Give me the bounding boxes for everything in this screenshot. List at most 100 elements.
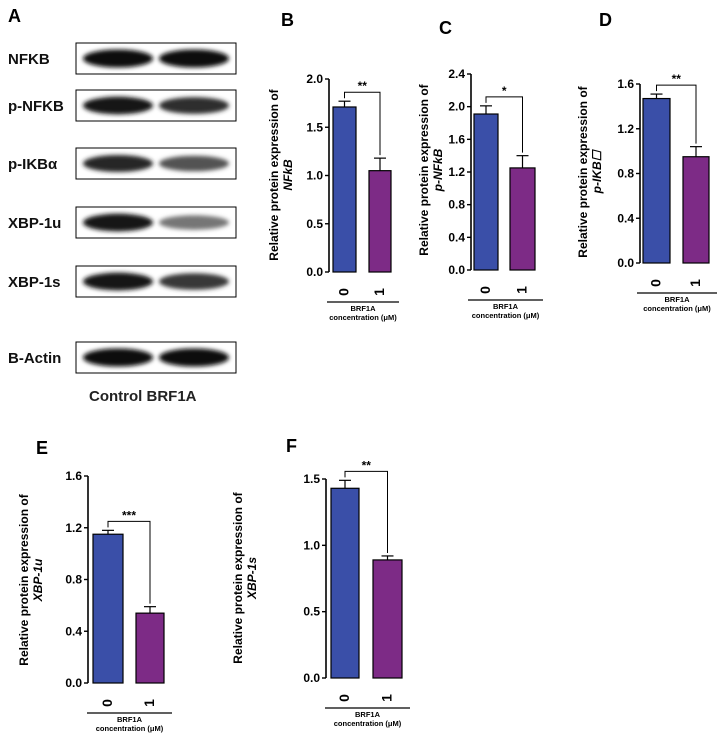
blot-label-p-nfkb: p-NFKB <box>8 98 64 115</box>
panel-f-y-tick-label: 0.0 <box>303 671 320 685</box>
panel-b-y-tick-label: 0.0 <box>306 265 323 279</box>
panel-f-y-label: Relative protein expression of <box>231 491 245 663</box>
panel-c-y-tick-label: 2.0 <box>448 100 465 114</box>
panel-b-x-label: BRF1A <box>350 304 376 313</box>
panel-c-significance-label: * <box>502 84 507 98</box>
panel-c-significance-bracket <box>485 96 523 153</box>
panel-d-bar-1 <box>682 156 710 264</box>
blot-label-nfkb: NFKB <box>8 51 50 68</box>
panel-e-y-tick-label: 1.6 <box>65 469 82 483</box>
panel-d-significance-bracket <box>656 84 697 144</box>
panel-f-significance-label: ** <box>362 458 372 472</box>
panel-d-y-tick-label: 0.8 <box>617 167 634 181</box>
blot-band-p-nfkb-lane-2 <box>159 97 229 114</box>
panel-e-x-label: concentration (μM) <box>96 724 164 733</box>
panel-letter-e: E <box>36 438 48 458</box>
panel-b-bar-1 <box>368 170 392 273</box>
panel-e-y-tick-label: 0.8 <box>65 573 82 587</box>
panel-b-category-label-1: 1 <box>371 288 387 296</box>
panel-e-bar-0 <box>92 533 124 684</box>
panel-e-significance-bracket <box>107 520 151 604</box>
blot-label-p-ikb: p-IKBα <box>8 156 58 173</box>
panel-f-y-tick-label: 1.0 <box>303 538 320 552</box>
blot-label-xbp-1s: XBP-1s <box>8 274 61 291</box>
panel-c-y-tick-label: 1.2 <box>448 165 465 179</box>
panel-letter-b: B <box>281 10 294 30</box>
panel-b-y-label: Relative protein expression of <box>267 88 281 260</box>
panel-e-category-label-0: 0 <box>99 699 115 707</box>
panel-c-category-label-0: 0 <box>477 286 493 294</box>
panel-e-category-label-1: 1 <box>141 699 157 707</box>
panel-d-category-label-0: 0 <box>648 279 664 287</box>
panel-letter-c: C <box>439 18 452 38</box>
panel-e-y-tick-label: 0.0 <box>65 676 82 690</box>
panel-e-y-label-gene: XBP-1u <box>31 558 45 602</box>
panel-f-bar-1 <box>372 559 403 679</box>
panel-b-y-label-gene: NFkB <box>281 159 295 191</box>
panel-f-x-label: concentration (μM) <box>334 719 402 728</box>
panel-b-category-label-0: 0 <box>336 288 352 296</box>
blot-sample-label: Control BRF1A <box>89 388 197 405</box>
panel-c-y-tick-label: 1.6 <box>448 132 465 146</box>
panel-c-x-label: BRF1A <box>493 302 519 311</box>
panel-c-y-tick-label: 0.8 <box>448 198 465 212</box>
blot-label-xbp-1u: XBP-1u <box>8 215 61 232</box>
bar-chart-panel-e: E 0.0 0.4 0.8 1.2 1.6 0 1 *** BRF1Aconcentration … <box>17 438 172 733</box>
panel-b-y-tick-label: 1.5 <box>306 120 323 134</box>
bar-chart-panel-c: C 0.0 0.4 0.8 1.2 1.6 2.0 2.4 0 1 * BRF1Aconcentrat… <box>417 18 543 320</box>
panel-c-bar-1 <box>509 167 536 271</box>
panel-c-category-label-1: 1 <box>514 286 530 294</box>
panel-d-significance-label: ** <box>672 72 682 86</box>
blot-band-p-nfkb-lane-1 <box>83 96 153 115</box>
blot-band-b-actin-lane-1 <box>83 348 153 367</box>
panel-b-y-tick-label: 0.5 <box>306 217 323 231</box>
blot-band-xbp-1s-lane-2 <box>159 273 229 290</box>
panel-e-significance-label: *** <box>122 508 136 522</box>
panel-f-category-label-0: 0 <box>336 694 352 702</box>
panel-c-y-label: Relative protein expression of <box>417 83 431 255</box>
panel-f-y-tick-label: 1.5 <box>303 472 320 486</box>
panel-e-bar-1 <box>135 612 165 684</box>
panel-d-bar-0 <box>642 97 671 264</box>
blot-band-nfkb-lane-2 <box>159 49 229 68</box>
panel-c-x-label: concentration (μM) <box>472 311 540 320</box>
panel-e-y-tick-label: 0.4 <box>65 624 82 638</box>
panel-b-y-tick-label: 2.0 <box>306 72 323 86</box>
blot-label-b-actin: B-Actin <box>8 350 61 367</box>
panel-d-category-label-1: 1 <box>687 279 703 287</box>
blot-band-b-actin-lane-2 <box>159 348 229 367</box>
panel-b-significance-bracket <box>344 91 381 156</box>
panel-d-y-label-gene: p-IKB☐ <box>590 148 604 194</box>
panel-f-x-label: BRF1A <box>355 710 381 719</box>
blot-band-xbp-1u-lane-2 <box>159 215 229 230</box>
panel-c-bar-0 <box>473 113 499 271</box>
panel-d-y-tick-label: 0.4 <box>617 211 634 225</box>
blot-band-xbp-1s-lane-1 <box>83 272 153 291</box>
panel-d-y-label: Relative protein expression of <box>576 85 590 257</box>
panel-f-y-label-gene: XBP-1s <box>245 557 259 600</box>
panel-d-x-label: BRF1A <box>664 295 690 304</box>
panel-f-bar-0 <box>330 487 360 679</box>
panel-c-y-tick-label: 2.4 <box>448 67 465 81</box>
panel-f-significance-bracket <box>344 470 388 553</box>
panel-e-y-tick-label: 1.2 <box>65 521 82 535</box>
western-blot-panel: A Control BRF1A NFKB p-NFKB p-IKBα XBP-1u XB… <box>8 6 237 405</box>
panel-letter-a: A <box>8 6 21 26</box>
panel-b-bar-0 <box>332 106 357 273</box>
panel-c-y-tick-label: 0.0 <box>448 263 465 277</box>
blot-band-p-ikb-lane-2 <box>159 155 229 172</box>
panel-b-y-tick-label: 1.0 <box>306 169 323 183</box>
panel-d-y-tick-label: 0.0 <box>617 256 634 270</box>
blot-band-nfkb-lane-1 <box>83 49 153 68</box>
panel-f-y-tick-label: 0.5 <box>303 605 320 619</box>
panel-e-x-label: BRF1A <box>117 715 143 724</box>
panel-letter-f: F <box>286 436 297 456</box>
blot-band-xbp-1u-lane-1 <box>83 213 153 232</box>
panel-e-y-label: Relative protein expression of <box>17 493 31 665</box>
panel-d-y-tick-label: 1.6 <box>617 77 634 91</box>
panel-f-category-label-1: 1 <box>379 694 395 702</box>
